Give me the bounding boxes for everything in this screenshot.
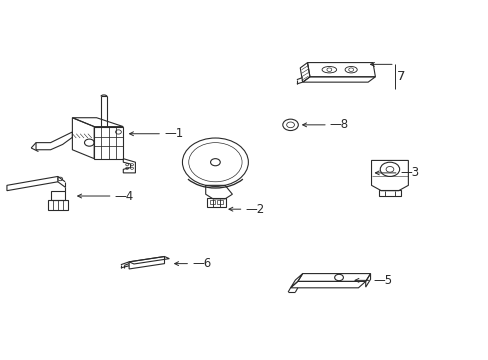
Text: —4: —4 [114,189,134,203]
Bar [216,200,222,204]
Text: —1: —1 [164,127,183,140]
Text: —5: —5 [373,274,392,287]
Bar [206,198,225,207]
Text: —6: —6 [192,257,211,270]
Bar [209,200,215,204]
Text: —8: —8 [329,118,348,131]
Text: 7: 7 [396,70,405,83]
Bar [379,190,400,196]
Text: —3: —3 [400,166,419,179]
Text: —2: —2 [245,203,264,216]
